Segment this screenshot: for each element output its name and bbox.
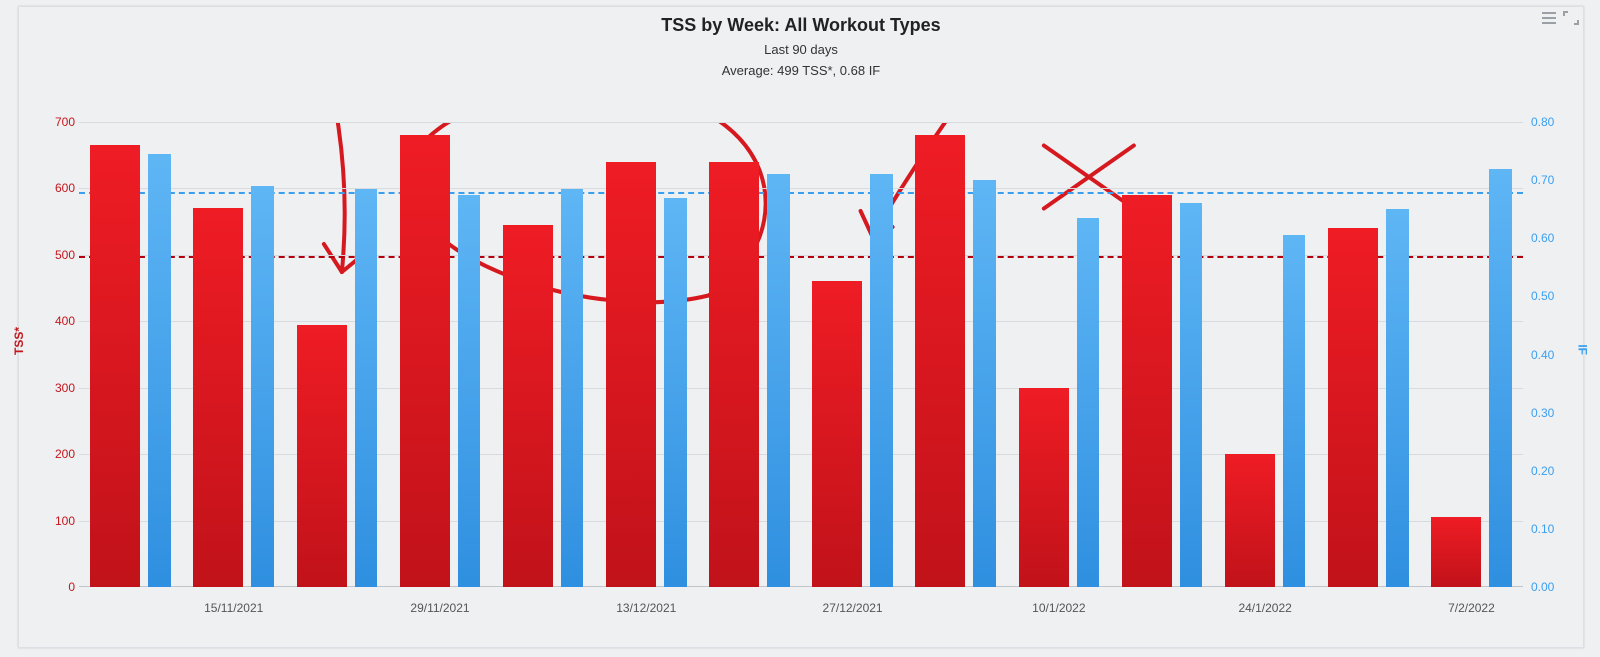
y-right-tick: 0.10: [1531, 522, 1571, 536]
left-axis-title: TSS*: [12, 326, 26, 354]
right-axis-title: IF: [1576, 344, 1590, 355]
chart-panel: TSS by Week: All Workout Types Last 90 d…: [18, 6, 1584, 648]
plot-area: TSS* IF 01002003004005006007000.000.100.…: [79, 122, 1523, 587]
x-axis-baseline: [79, 586, 1523, 587]
if-bar[interactable]: [1489, 169, 1512, 588]
expand-icon[interactable]: [1563, 11, 1579, 25]
x-tick-label: 29/11/2021: [410, 601, 469, 615]
x-tick-label: 13/12/2021: [616, 601, 676, 615]
tss-bar[interactable]: [915, 135, 965, 587]
if-bar[interactable]: [870, 174, 893, 587]
tss-bar[interactable]: [297, 325, 347, 587]
if-bar[interactable]: [148, 154, 171, 587]
y-left-tick: 700: [35, 115, 75, 129]
y-right-tick: 0.70: [1531, 173, 1571, 187]
tss-bar[interactable]: [1019, 388, 1069, 587]
gridline: [79, 321, 1523, 322]
chart-title: TSS by Week: All Workout Types: [19, 15, 1583, 36]
y-right-tick: 0.60: [1531, 231, 1571, 245]
if-bar[interactable]: [973, 180, 996, 587]
x-tick-label: 7/2/2022: [1448, 601, 1495, 615]
y-left-tick: 200: [35, 447, 75, 461]
panel-corner-icons: [1541, 11, 1579, 25]
tss-bar[interactable]: [503, 225, 553, 587]
tss-bar[interactable]: [1122, 195, 1172, 587]
y-left-tick: 400: [35, 314, 75, 328]
y-left-tick: 0: [35, 580, 75, 594]
if-bar[interactable]: [767, 174, 790, 587]
avg-tss-line: [79, 256, 1523, 258]
tss-bar[interactable]: [812, 281, 862, 587]
y-right-tick: 0.80: [1531, 115, 1571, 129]
x-tick-label: 10/1/2022: [1032, 601, 1085, 615]
avg-if-line: [79, 192, 1523, 194]
tss-bar[interactable]: [193, 208, 243, 587]
y-right-tick: 0.30: [1531, 406, 1571, 420]
if-bar[interactable]: [458, 195, 481, 587]
gridline: [79, 122, 1523, 123]
tss-bar[interactable]: [400, 135, 450, 587]
if-bar[interactable]: [251, 186, 274, 587]
y-left-tick: 300: [35, 381, 75, 395]
if-bar[interactable]: [664, 198, 687, 587]
if-bar[interactable]: [355, 189, 378, 587]
gridline: [79, 388, 1523, 389]
y-right-tick: 0.00: [1531, 580, 1571, 594]
if-bar[interactable]: [1077, 218, 1100, 587]
if-bar[interactable]: [1386, 209, 1409, 587]
x-tick-label: 27/12/2021: [823, 601, 883, 615]
tss-bar[interactable]: [606, 162, 656, 587]
if-bar[interactable]: [1180, 203, 1203, 587]
chart-subtitle-range: Last 90 days: [19, 42, 1583, 57]
gridline: [79, 188, 1523, 189]
if-bar[interactable]: [1283, 235, 1306, 587]
if-bar[interactable]: [561, 189, 584, 587]
y-left-tick: 500: [35, 248, 75, 262]
y-left-tick: 600: [35, 181, 75, 195]
x-tick-label: 24/1/2022: [1238, 601, 1291, 615]
y-right-tick: 0.40: [1531, 348, 1571, 362]
y-right-tick: 0.50: [1531, 289, 1571, 303]
menu-icon[interactable]: [1541, 11, 1557, 25]
gridline: [79, 454, 1523, 455]
gridline: [79, 521, 1523, 522]
chart-subtitle-avg: Average: 499 TSS*, 0.68 IF: [19, 63, 1583, 78]
tss-bar[interactable]: [90, 145, 140, 587]
x-tick-label: 15/11/2021: [204, 601, 263, 615]
y-left-tick: 100: [35, 514, 75, 528]
tss-bar[interactable]: [1328, 228, 1378, 587]
y-right-tick: 0.20: [1531, 464, 1571, 478]
tss-bar[interactable]: [709, 162, 759, 587]
tss-bar[interactable]: [1431, 517, 1481, 587]
tss-bar[interactable]: [1225, 454, 1275, 587]
